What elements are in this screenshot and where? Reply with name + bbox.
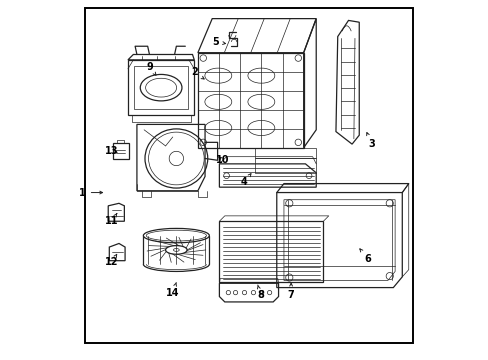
Text: 1: 1	[79, 188, 102, 198]
Text: 8: 8	[257, 285, 264, 301]
Text: 12: 12	[105, 254, 118, 267]
Text: 3: 3	[366, 132, 374, 149]
Text: 13: 13	[105, 146, 118, 156]
Text: 4: 4	[241, 174, 250, 187]
Text: 7: 7	[287, 283, 294, 301]
Text: 2: 2	[190, 67, 203, 79]
Text: 10: 10	[216, 155, 229, 165]
Text: 14: 14	[166, 283, 179, 298]
Text: 5: 5	[212, 37, 225, 47]
Text: 11: 11	[105, 213, 118, 226]
Text: 6: 6	[359, 249, 371, 264]
Text: 9: 9	[146, 62, 156, 75]
